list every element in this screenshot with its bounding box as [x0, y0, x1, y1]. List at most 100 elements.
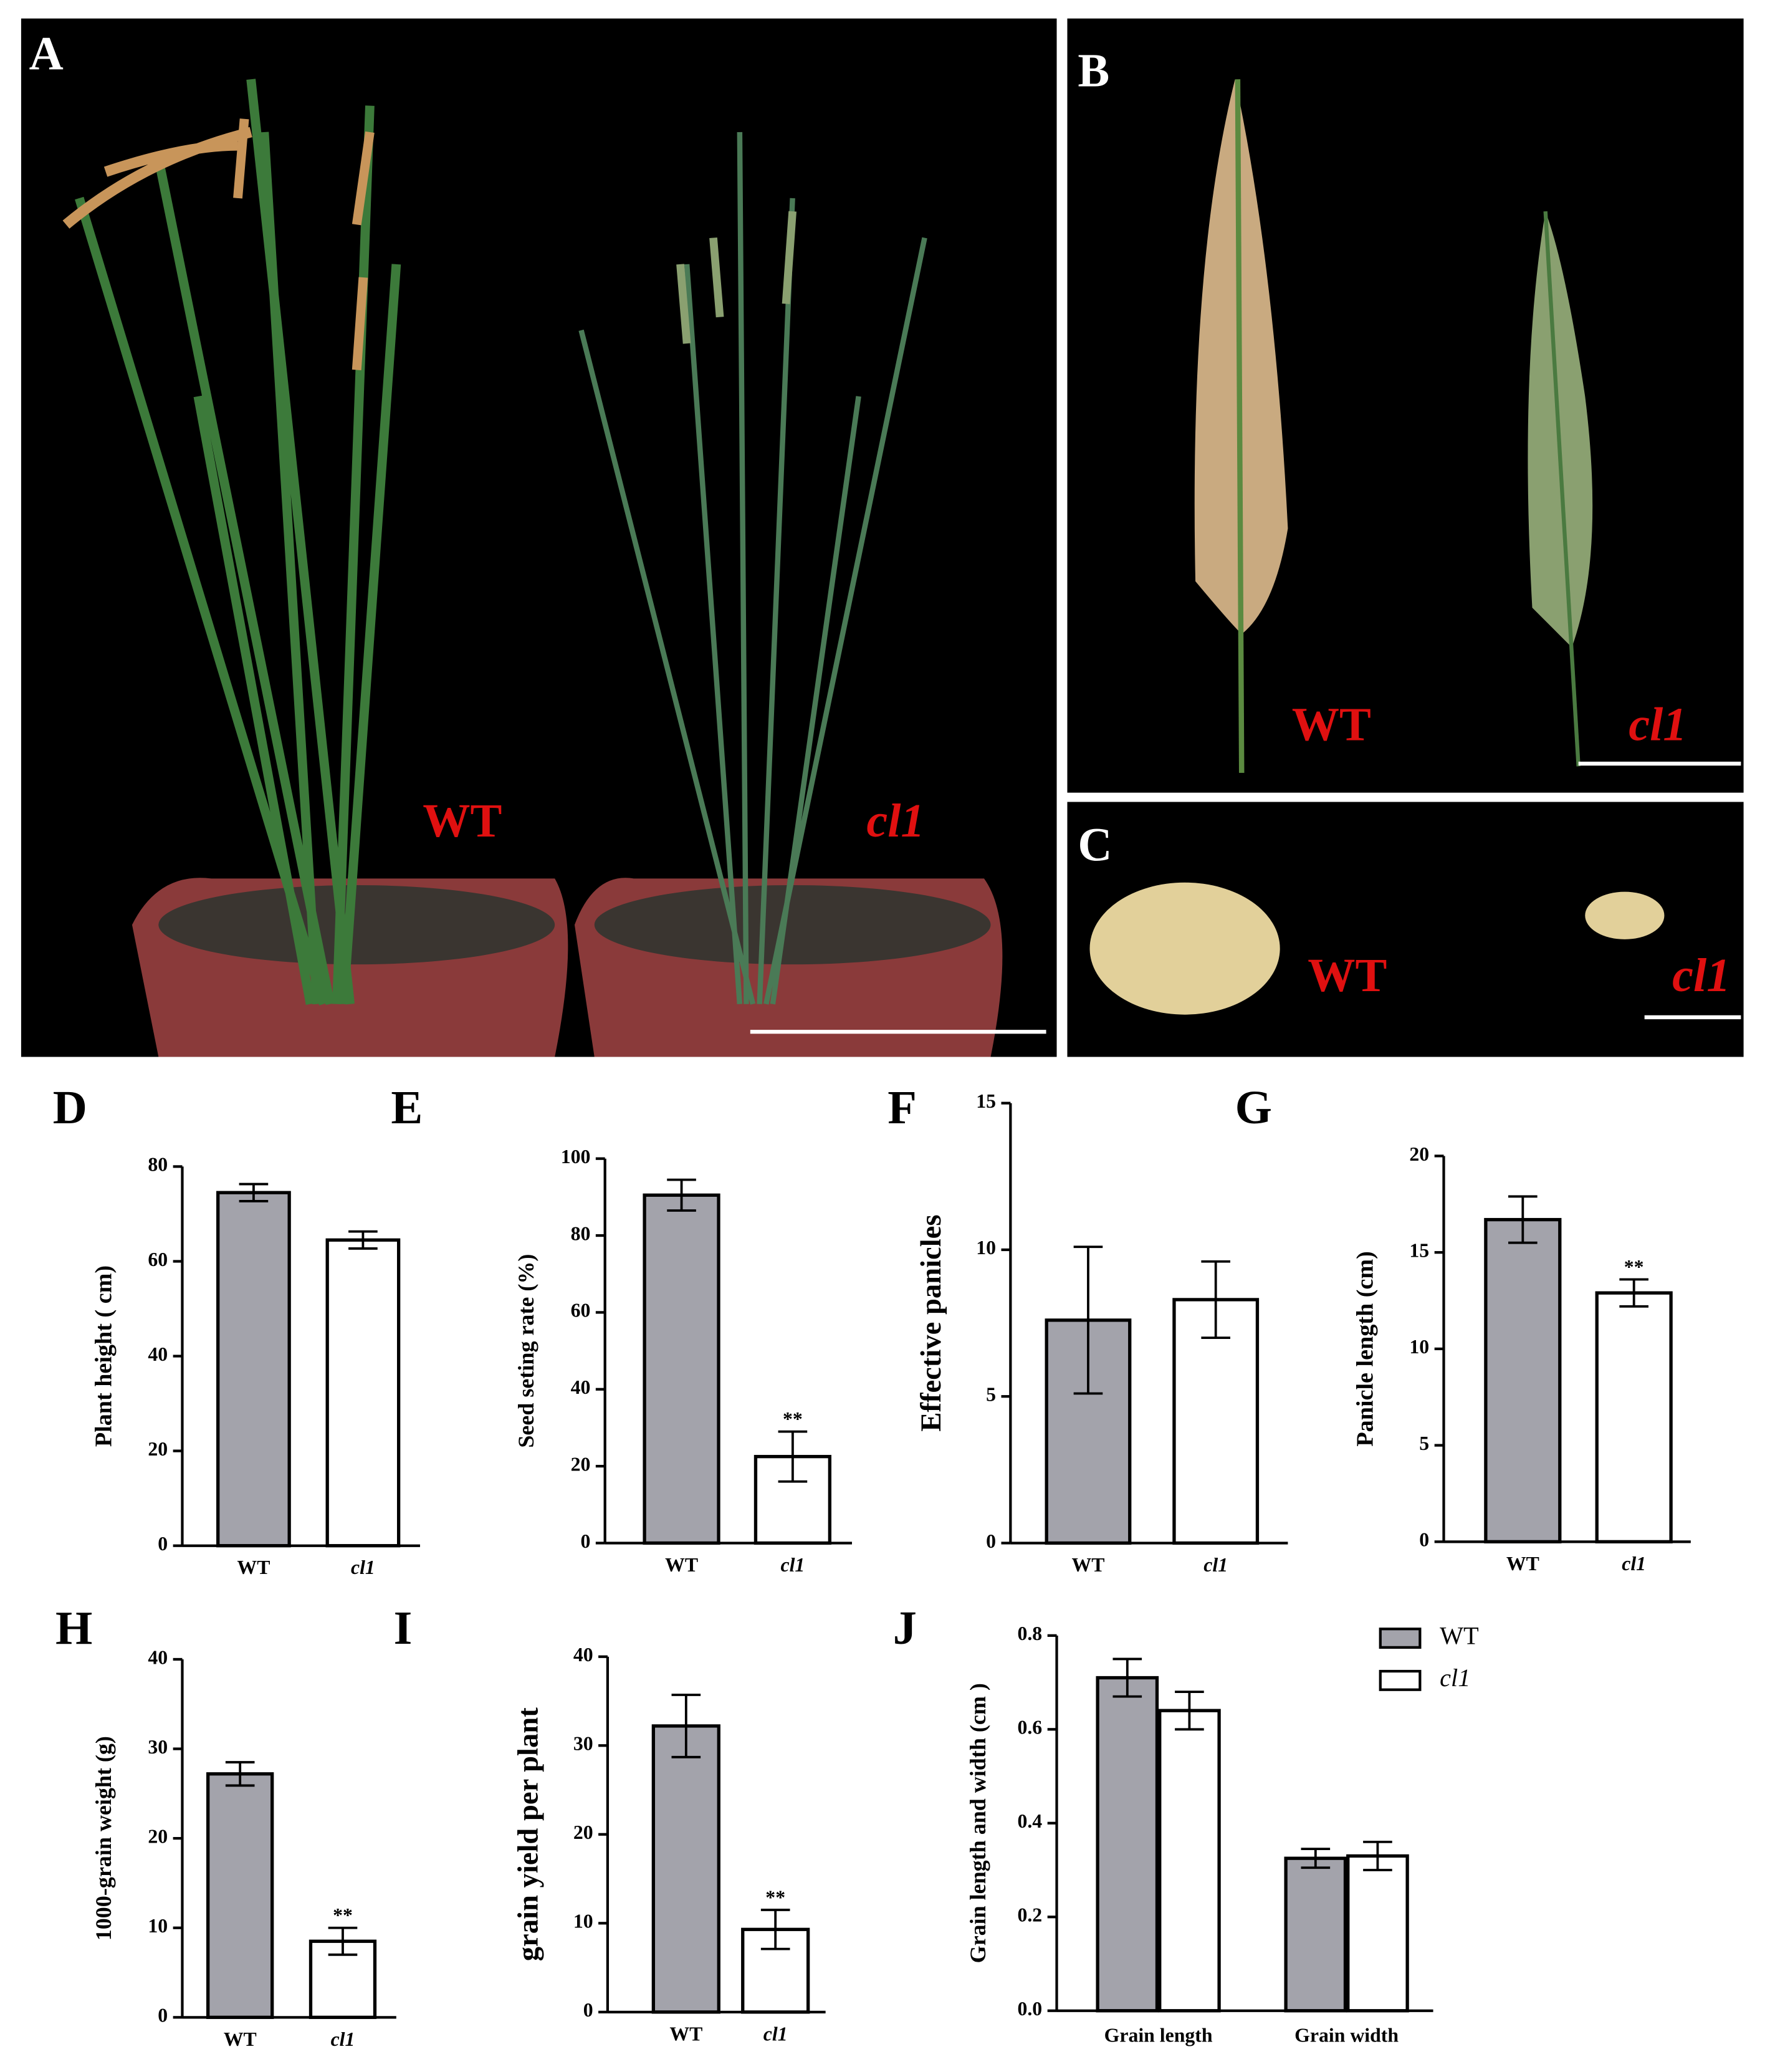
y-axis-label: Panicle length (cm): [1352, 1251, 1378, 1446]
x-tick-label: WT: [669, 2023, 702, 2045]
x-tick-label: cl1: [763, 2023, 788, 2045]
panel-letter: F: [887, 1081, 917, 1134]
y-tick-label: 5: [986, 1384, 996, 1406]
y-tick-label: 0.6: [1017, 1717, 1042, 1739]
y-tick-label: 20: [1409, 1143, 1429, 1165]
bar: [325, 1238, 401, 1548]
y-tick-label: 80: [571, 1222, 591, 1244]
y-tick-label: 0: [986, 1530, 996, 1552]
x-tick-label: cl1: [780, 1554, 805, 1576]
significance: **: [765, 1886, 785, 1908]
y-tick-label: 40: [148, 1646, 168, 1668]
y-axis-label: 1000-grain weight (g): [91, 1736, 116, 1940]
y-axis-label: grain yield per plant: [512, 1707, 545, 1961]
legend-swatch: [1379, 1628, 1422, 1649]
y-tick-label: 60: [571, 1300, 591, 1321]
x-tick-label: WT: [665, 1554, 698, 1576]
y-axis-label: Seed seting rate (%): [514, 1254, 538, 1448]
x-tick-label: WT: [237, 1556, 270, 1578]
y-tick-label: 0: [1419, 1529, 1429, 1551]
photo-label: WT: [1308, 949, 1387, 1002]
bar: [643, 1193, 720, 1545]
y-tick-label: 10: [573, 1911, 593, 1932]
y-tick-label: 0: [158, 1533, 168, 1555]
y-axis-label: Effective panicles: [915, 1214, 947, 1431]
y-tick-label: 5: [1419, 1432, 1429, 1454]
x-tick-label: cl1: [1622, 1553, 1646, 1575]
significance: **: [1624, 1256, 1644, 1278]
panel-letter: I: [394, 1601, 413, 1654]
y-tick-label: 40: [573, 1644, 593, 1666]
bar: [1484, 1217, 1562, 1543]
bar: [206, 1772, 274, 2019]
y-axis-label: Plant height ( cm): [90, 1265, 117, 1447]
y-tick-label: 10: [976, 1237, 996, 1259]
panel-letter: H: [55, 1601, 92, 1654]
y-tick-label: 60: [148, 1249, 168, 1270]
bar: [1158, 1709, 1221, 2013]
panel-letter: B: [1078, 44, 1109, 97]
y-tick-label: 10: [148, 1915, 168, 1937]
x-tick-label: Grain width: [1294, 2024, 1399, 2046]
x-tick-label: WT: [1071, 1554, 1104, 1576]
x-tick-label: cl1: [351, 1556, 375, 1578]
x-tick-label: cl1: [1203, 1554, 1228, 1576]
plant-illustration: [62, 79, 1003, 1057]
significance: **: [333, 1904, 353, 1926]
bar: [1595, 1291, 1673, 1543]
panel-letter: J: [893, 1601, 917, 1654]
y-tick-label: 15: [1409, 1239, 1429, 1261]
y-tick-label: 30: [148, 1736, 168, 1758]
panel-letter: G: [1235, 1081, 1272, 1134]
photo-label: cl1: [866, 794, 924, 847]
y-tick-label: 0.4: [1017, 1810, 1042, 1832]
bar: [651, 1724, 720, 2014]
y-tick-label: 40: [571, 1376, 591, 1398]
photo-label: WT: [423, 794, 502, 847]
bar: [1096, 1676, 1159, 2013]
photo-b: [1067, 18, 1744, 793]
bar: [741, 1927, 810, 2014]
x-tick-label: cl1: [331, 2028, 355, 2050]
panel-letter: A: [29, 27, 64, 80]
panel-letter: E: [391, 1081, 423, 1134]
y-tick-label: 0.8: [1017, 1623, 1042, 1644]
y-tick-label: 40: [148, 1343, 168, 1365]
y-tick-label: 20: [148, 1825, 168, 1847]
bar: [1284, 1856, 1347, 2013]
y-tick-label: 80: [148, 1154, 168, 1176]
legend-swatch: [1379, 1669, 1422, 1691]
y-tick-label: 0: [580, 1530, 590, 1552]
bar: [216, 1191, 291, 1548]
x-tick-label: WT: [224, 2028, 257, 2050]
y-tick-label: 20: [148, 1438, 168, 1460]
photo-label: WT: [1292, 698, 1371, 751]
y-tick-label: 30: [573, 1733, 593, 1755]
x-tick-label: Grain length: [1104, 2024, 1213, 2046]
y-tick-label: 100: [561, 1146, 591, 1168]
photo-label: cl1: [1629, 698, 1686, 751]
bar: [753, 1455, 831, 1545]
significance: **: [783, 1408, 803, 1430]
legend-label: WT: [1440, 1621, 1479, 1649]
y-tick-label: 20: [571, 1453, 591, 1475]
y-tick-label: 10: [1409, 1336, 1429, 1358]
y-tick-label: 0.2: [1017, 1904, 1042, 1926]
panel-letter: C: [1078, 818, 1112, 871]
grain-pile: [1089, 882, 1280, 1015]
legend-label: cl1: [1440, 1664, 1470, 1692]
bar: [1346, 1854, 1409, 2013]
x-tick-label: WT: [1506, 1553, 1539, 1575]
panel-letter: D: [53, 1081, 87, 1134]
y-tick-label: 0: [583, 1999, 593, 2021]
y-axis-label: Grain length and width (cm ): [965, 1683, 990, 1963]
grain-pile: [1585, 891, 1665, 939]
y-tick-label: 20: [573, 1821, 593, 1843]
photo-label: cl1: [1672, 949, 1730, 1002]
panicle-illustration: [1194, 79, 1593, 773]
y-tick-label: 15: [976, 1090, 996, 1112]
y-tick-label: 0: [158, 2005, 168, 2026]
y-tick-label: 0.0: [1017, 1998, 1042, 2020]
figure-body: WT cl1 A WT cl1 B WT cl1 C D 0 20 40 60 80 Pla…: [21, 18, 1744, 2050]
